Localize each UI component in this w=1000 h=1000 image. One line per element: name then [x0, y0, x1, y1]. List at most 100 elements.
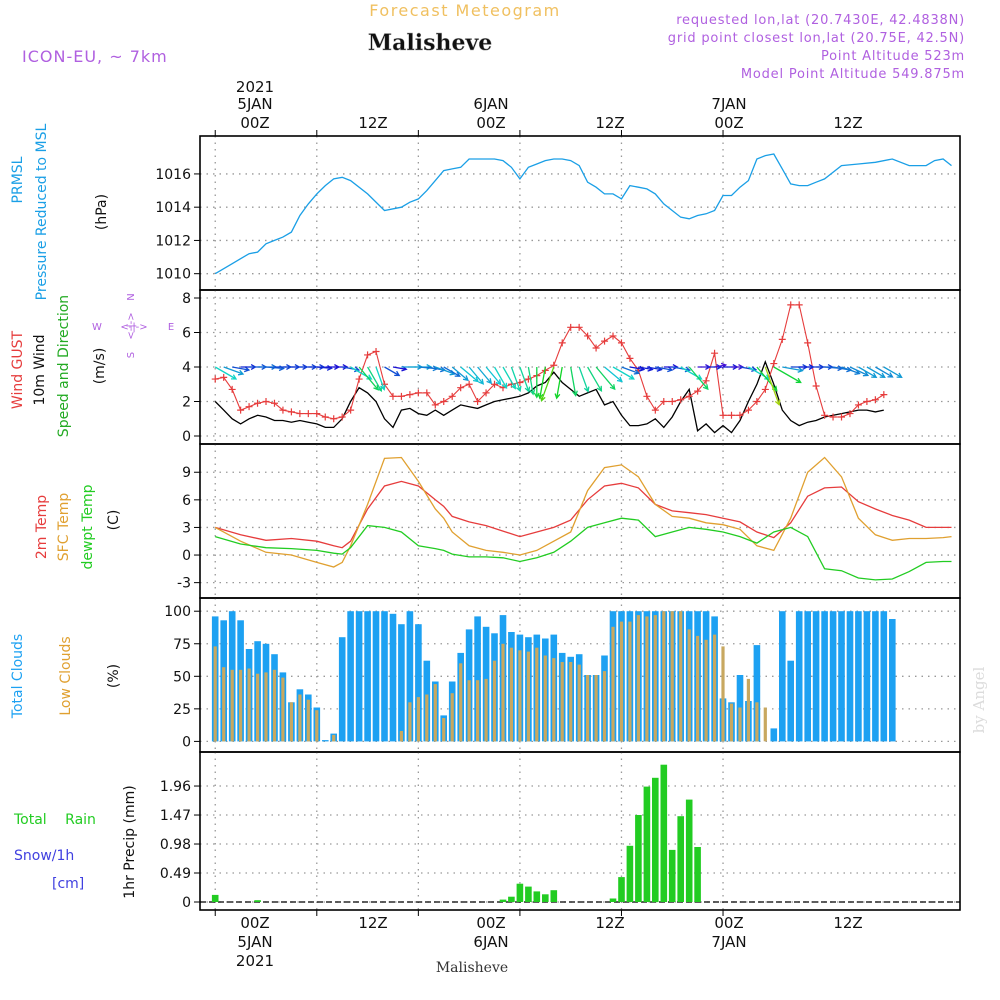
low-cloud-bar [467, 680, 471, 742]
bottom-year-label: 2021 [236, 952, 274, 970]
wind-gust-marker [795, 301, 803, 309]
low-cloud-bar [408, 702, 412, 742]
total-cloud-bar [406, 611, 414, 742]
low-clouds-label: Low Clouds [58, 636, 74, 715]
low-cloud-bar [670, 611, 674, 742]
snow-unit-label: [cm] [52, 876, 84, 892]
temp-2m-line [215, 480, 952, 549]
low-cloud-bar [256, 673, 260, 742]
wind-gust-marker [558, 339, 566, 347]
wind-direction-arrow [232, 366, 251, 373]
low-cloud-bar [281, 677, 285, 742]
low-cloud-bar [713, 634, 717, 742]
wind-gust-marker [321, 413, 329, 421]
panel-frame [199, 751, 961, 911]
total-cloud-bar [880, 611, 888, 742]
wind-gust-marker [237, 406, 245, 414]
panel-frame [199, 135, 961, 291]
wind-direction-arrow [477, 366, 493, 385]
y-tick-label: -3 [177, 576, 191, 592]
wind-direction-arrow [214, 366, 238, 380]
wind-gust-marker [270, 399, 278, 407]
wind-direction-arrow [384, 366, 401, 377]
wind-gust-marker [414, 389, 422, 397]
low-cloud-bar [509, 647, 513, 742]
y-tick-label: 4 [182, 360, 191, 376]
low-cloud-bar [450, 693, 454, 742]
wind-gust-marker [262, 398, 270, 405]
wind-gust-marker [787, 301, 795, 309]
wind-gust-marker [364, 351, 372, 359]
total-cloud-bar [770, 728, 778, 742]
total-cloud-bar [795, 611, 803, 742]
wind-gust-marker [829, 413, 837, 421]
top-tick-label: 12Z [358, 114, 387, 132]
wind-gust-marker [567, 323, 575, 331]
wind-gust-marker [617, 339, 625, 347]
total-cloud-bar [872, 611, 879, 742]
wind-gust-marker [440, 398, 448, 405]
compass-n: N [126, 293, 137, 300]
y-tick-label: 6 [182, 493, 191, 509]
low-cloud-bar [306, 699, 310, 742]
wind-direction-arrow [554, 366, 563, 400]
wind-direction-arrow [672, 366, 692, 373]
y-tick-label: 1.96 [160, 779, 191, 795]
wind-gust-marker [338, 413, 346, 421]
low-cloud-bar [628, 621, 632, 742]
wind-gust-marker [761, 385, 769, 393]
low-cloud-bar [459, 663, 463, 742]
y-tick-label: 75 [173, 637, 191, 653]
low-cloud-bar [425, 694, 429, 742]
rain-bar [668, 849, 676, 902]
low-cloud-bar [476, 680, 480, 742]
rain-bar [660, 764, 668, 902]
rain-bar [635, 815, 642, 902]
top-time-axis: 2021 5JAN 6JAN 7JAN 00Z 12Z 00Z 12Z 00Z … [236, 78, 863, 132]
wind-gust-marker [863, 398, 871, 405]
low-cloud-bar [662, 611, 666, 742]
y-tick-label: 25 [173, 702, 191, 718]
low-cloud-bar [298, 694, 302, 742]
low-cloud-bar [264, 672, 268, 742]
wind-gust-marker [685, 392, 693, 400]
total-cloud-bar [372, 611, 380, 742]
wind-gust-marker [304, 410, 312, 418]
bottom-tick-label: 00Z [476, 914, 505, 932]
wind-gust-marker [220, 373, 228, 381]
top-tick-label: 00Z [240, 114, 269, 132]
wind-direction-arrow [621, 366, 641, 375]
temp-unit: (C) [106, 510, 122, 531]
total-cloud-bar [398, 624, 405, 742]
low-cloud-bar [636, 615, 640, 742]
y-tick-label: 1012 [155, 233, 191, 249]
wind-direction-arrow [773, 366, 802, 384]
wind-gust-marker [651, 406, 659, 414]
wind-gust-marker [846, 410, 854, 418]
low-cloud-bar [315, 710, 319, 742]
cloud-labels: Total Clouds Low Clouds (%) [10, 634, 122, 719]
total-cloud-bar [779, 611, 786, 742]
low-cloud-bar [289, 702, 293, 742]
wind-direction-arrow [764, 366, 781, 406]
total-cloud-bar [364, 611, 371, 742]
snow-label: Snow/1h [14, 848, 74, 864]
point-altitude: Point Altitude 523m [821, 49, 965, 64]
top-tick-label: 00Z [476, 114, 505, 132]
low-cloud-bar [738, 707, 742, 742]
temp-dewpt-line [215, 517, 952, 581]
low-cloud-bar [704, 639, 708, 742]
location-title: Malisheve [368, 30, 492, 56]
y-tick-label: 100 [164, 604, 191, 620]
low-cloud-bar [332, 734, 336, 742]
low-cloud-bar [763, 707, 767, 742]
bottom-date-label-7jan: 7JAN [711, 933, 746, 951]
total-cloud-bar [846, 611, 854, 742]
total-cloud-bar [338, 637, 346, 742]
wind-direction-arrow [443, 366, 461, 377]
wind-gust-marker [838, 413, 846, 421]
wind-gust-marker [711, 349, 719, 357]
low-cloud-bar [696, 635, 700, 742]
total-cloud-bar [804, 611, 811, 742]
compass-arrow-h: <-|-> [120, 322, 147, 333]
